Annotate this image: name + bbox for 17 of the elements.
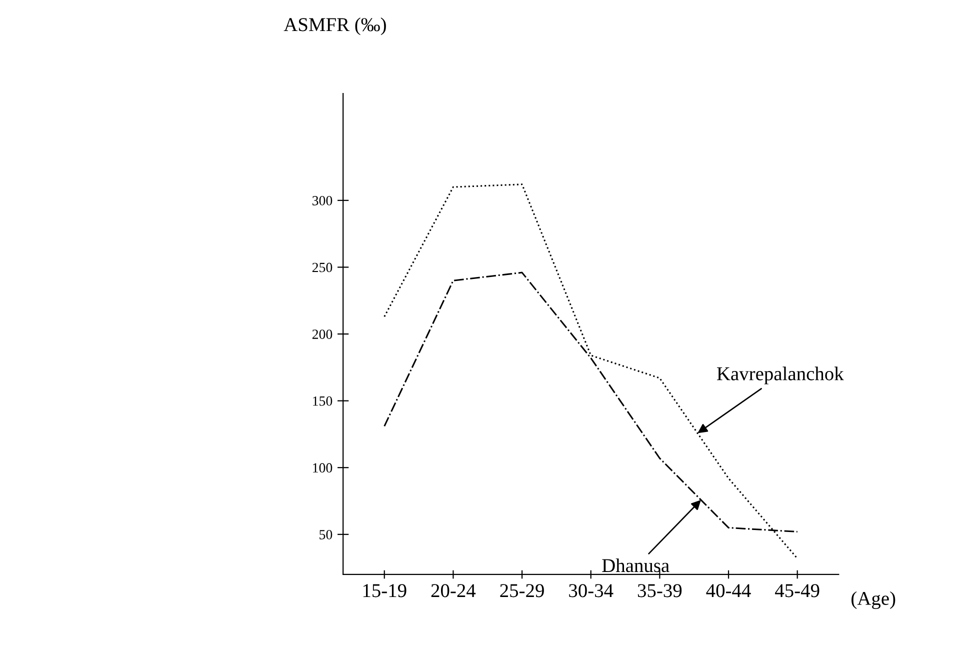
y-tick-label: 100 (313, 463, 332, 473)
x-axis-title: (Age) (852, 591, 896, 609)
x-tick-label: 45-49 (775, 584, 820, 598)
y-tick-label: 200 (312, 330, 332, 339)
chart-title: ASMFR (‰) (284, 18, 386, 36)
x-tick-label: 30-34 (569, 584, 614, 598)
y-tick-label: 300 (312, 196, 332, 206)
y-tick-label: 250 (312, 262, 332, 272)
y-tick-label: 150 (313, 396, 332, 406)
y-tick-label: 50 (320, 530, 332, 540)
x-tick-label: 35-39 (638, 584, 682, 598)
x-tick-label: 25-29 (500, 584, 544, 598)
x-tick-label: 15-19 (363, 584, 406, 598)
text: Kavrepalanchok (716, 366, 844, 384)
x-tick-label: 40-44 (706, 584, 751, 598)
text: Dhanusa (602, 558, 670, 572)
x-tick-label: 20-24 (431, 584, 476, 598)
